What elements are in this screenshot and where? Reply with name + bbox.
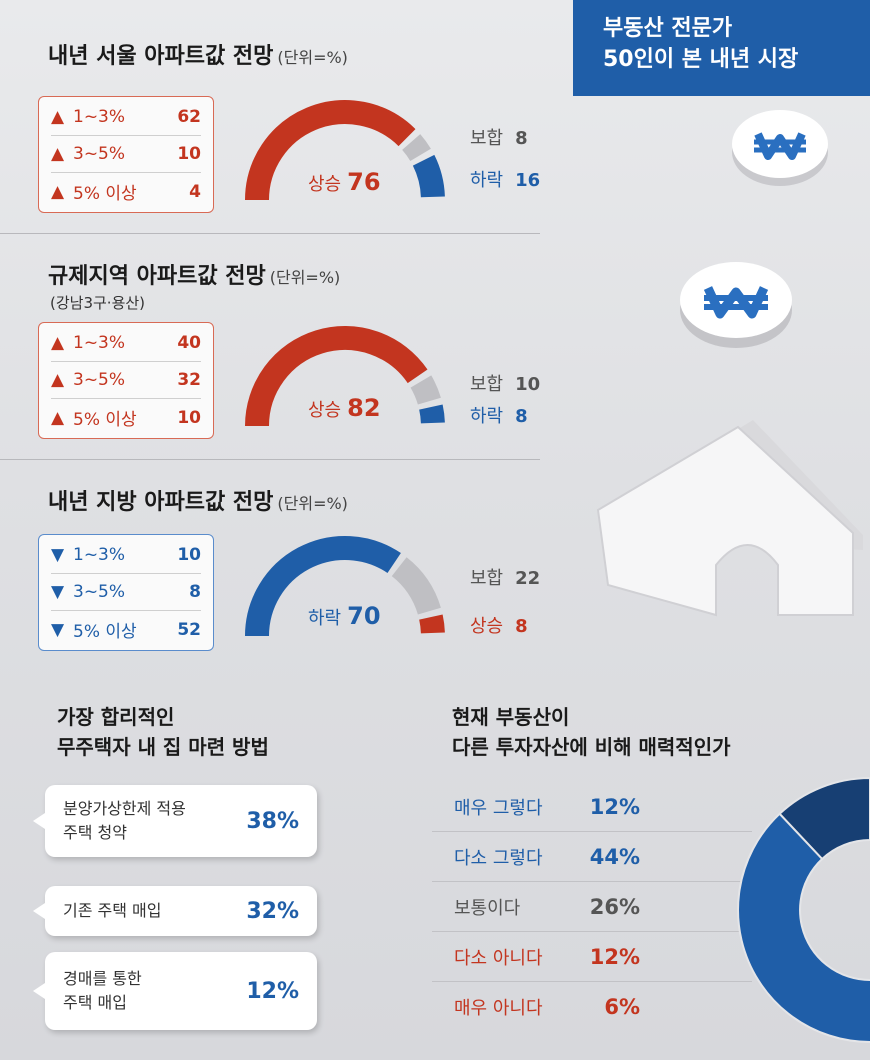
unit-label: (단위=%) xyxy=(269,268,341,287)
unit-label: (단위=%) xyxy=(277,494,348,513)
gauge-chart-1 xyxy=(245,100,445,201)
method-percent: 38% xyxy=(246,808,299,834)
header-banner: 부동산 전문가 50인이 본 내년 시장 xyxy=(573,0,870,96)
gauge-main-arc xyxy=(245,100,416,201)
breakdown-row: ▼ 1~3% 10 xyxy=(51,537,201,574)
main-label-2: 상승 82 xyxy=(308,394,381,422)
breakdown-row: ▼ 3~5% 8 xyxy=(51,574,201,611)
breakdown-row: ▲ 1~3% 62 xyxy=(51,99,201,136)
donut-slice xyxy=(737,812,870,1043)
method-percent: 32% xyxy=(246,898,299,924)
up-arrow-icon: ▲ xyxy=(51,107,65,127)
main-label-3: 하락 70 xyxy=(308,602,381,630)
gauge-chart-2 xyxy=(245,326,445,427)
section-3-title: 내년 지방 아파트값 전망 (단위=%) xyxy=(48,490,348,515)
house-icon xyxy=(596,420,863,617)
up-arrow-icon: ▲ xyxy=(51,370,65,390)
neutral-label-3: 보합 22 xyxy=(470,568,541,589)
section-2-title: 규제지역 아파트값 전망 (단위=%) xyxy=(48,264,341,289)
method-bubble: 기존 주택 매입 32% xyxy=(33,886,317,936)
attractiveness-donut-chart xyxy=(737,776,870,1043)
gauge-chart-3 xyxy=(245,535,445,637)
won-coin-icon xyxy=(732,110,828,186)
gauge-opposite-arc xyxy=(412,154,445,198)
method-bubble: 분양가상한제 적용 주택 청약 38% xyxy=(33,785,317,857)
down-arrow-icon: ▼ xyxy=(51,582,65,602)
breakdown-row: ▲ 1~3% 40 xyxy=(51,325,201,362)
banner-line-2: 50인이 본 내년 시장 xyxy=(603,47,799,72)
up-arrow-icon: ▲ xyxy=(51,144,65,164)
up-arrow-icon: ▲ xyxy=(51,181,65,202)
opposite-label-3: 상승 8 xyxy=(470,616,528,637)
gauge-opposite-arc xyxy=(419,614,445,634)
breakdown-box-3: ▼ 1~3% 10 ▼ 3~5% 8 ▼ 5% 이상 52 xyxy=(38,534,214,651)
neutral-label-1: 보합 8 xyxy=(470,128,528,149)
survey-row: 보통이다 26% xyxy=(432,882,752,932)
down-arrow-icon: ▼ xyxy=(51,545,65,565)
gauge-neutral-arc xyxy=(402,134,431,162)
won-coin-icon xyxy=(680,262,792,348)
divider xyxy=(0,233,540,234)
breakdown-row: ▲ 5% 이상 4 xyxy=(51,181,201,205)
breakdown-row: ▲ 3~5% 10 xyxy=(51,136,201,173)
divider xyxy=(0,459,540,460)
breakdown-box-2: ▲ 1~3% 40 ▲ 3~5% 32 ▲ 5% 이상 10 xyxy=(38,322,214,439)
up-arrow-icon: ▲ xyxy=(51,407,65,428)
breakdown-row: ▼ 5% 이상 52 xyxy=(51,619,201,643)
attractiveness-title: 현재 부동산이 다른 투자자산에 비해 매력적인가 xyxy=(452,705,731,759)
survey-row: 다소 아니다 12% xyxy=(432,932,752,982)
gauge-main-arc xyxy=(245,326,428,427)
survey-row: 매우 그렇다 12% xyxy=(432,782,752,832)
methods-title: 가장 합리적인 무주택자 내 집 마련 방법 xyxy=(57,705,269,759)
main-label-1: 상승 76 xyxy=(308,168,381,196)
section-2-subtitle: (강남3구·용산) xyxy=(50,294,146,312)
opposite-label-2: 하락 8 xyxy=(470,406,528,427)
gauge-neutral-arc xyxy=(410,375,441,405)
neutral-label-2: 보합 10 xyxy=(470,374,541,395)
breakdown-row: ▲ 5% 이상 10 xyxy=(51,407,201,431)
method-percent: 12% xyxy=(246,978,299,1004)
opposite-label-1: 하락 16 xyxy=(470,170,541,191)
method-bubble: 경매를 통한 주택 매입 12% xyxy=(33,952,317,1030)
breakdown-box-1: ▲ 1~3% 62 ▲ 3~5% 10 ▲ 5% 이상 4 xyxy=(38,96,214,213)
down-arrow-icon: ▼ xyxy=(51,619,65,640)
breakdown-row: ▲ 3~5% 32 xyxy=(51,362,201,399)
gauge-main-arc xyxy=(245,535,401,637)
unit-label: (단위=%) xyxy=(277,48,348,67)
survey-row: 매우 아니다 6% xyxy=(454,995,640,1019)
gauge-neutral-arc xyxy=(391,557,441,615)
survey-row: 다소 그렇다 44% xyxy=(432,832,752,882)
up-arrow-icon: ▲ xyxy=(51,333,65,353)
section-1-title: 내년 서울 아파트값 전망 (단위=%) xyxy=(48,44,348,69)
banner-line-1: 부동산 전문가 xyxy=(603,16,733,41)
gauge-opposite-arc xyxy=(419,404,445,424)
